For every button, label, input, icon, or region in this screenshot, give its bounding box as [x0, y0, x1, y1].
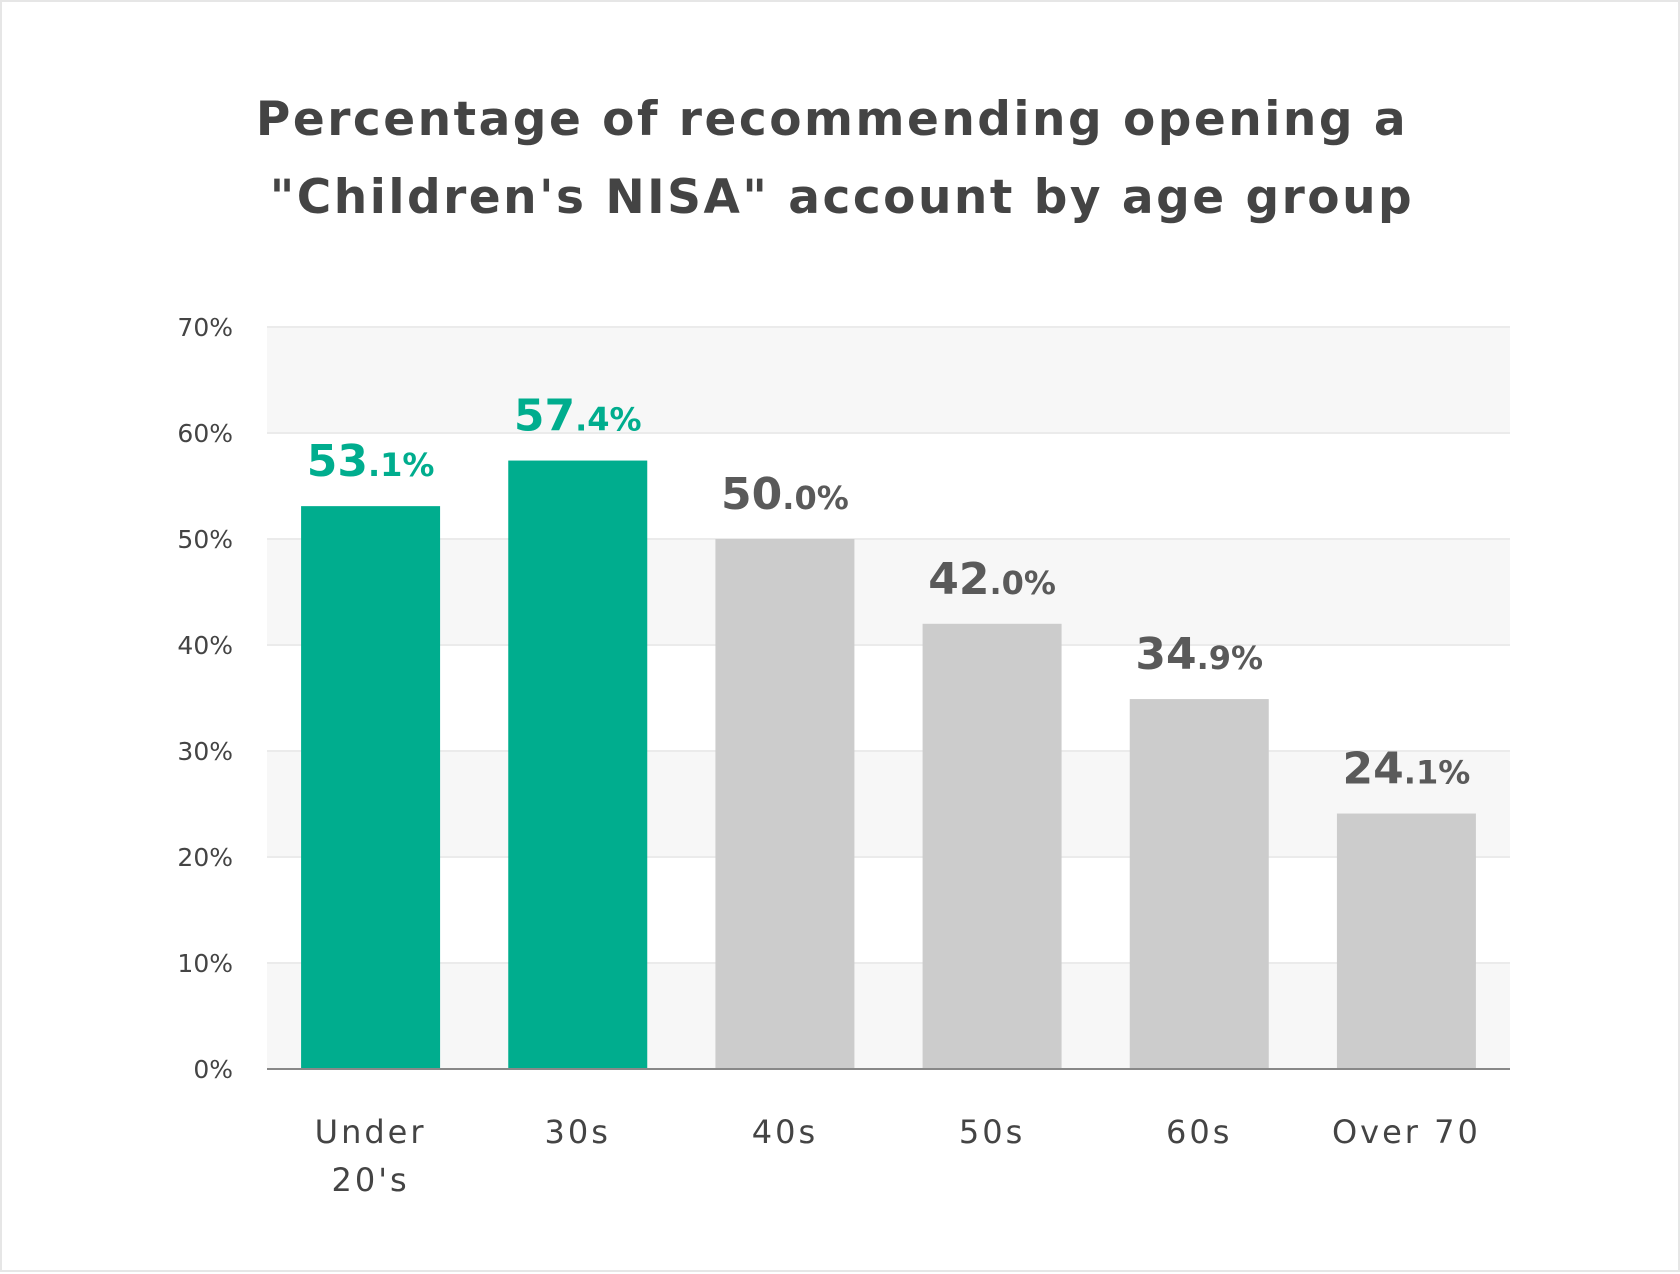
chart-title-line-2: "Children's NISA" account by age group [270, 170, 1414, 225]
data-label-integer: 50 [721, 469, 782, 520]
y-axis-ticks: 0% 10% 20% 30% 40% 50% 60% 70% [177, 313, 233, 1084]
data-labels: 53.1%57.4%50.0%42.0%34.9%24.1% [307, 391, 1471, 795]
grid-band [267, 539, 1510, 645]
chart-title-line-1: Percentage of recommending opening a [256, 92, 1408, 147]
data-label: 53.1% [307, 436, 435, 487]
data-label: 50.0% [721, 469, 849, 520]
bar [922, 623, 1062, 1069]
data-label-integer: 57 [514, 391, 575, 442]
data-label-decimal: .0% [782, 479, 848, 517]
y-tick-label: 30% [177, 737, 233, 766]
data-label-decimal: .0% [989, 564, 1055, 602]
x-tick-label: 20's [331, 1161, 409, 1199]
bar [508, 460, 648, 1069]
y-tick-label: 20% [177, 843, 233, 872]
y-tick-label: 0% [193, 1055, 233, 1084]
data-label: 42.0% [928, 554, 1056, 605]
y-tick-label: 40% [177, 631, 233, 660]
data-label-decimal: .9% [1197, 639, 1263, 677]
bar [301, 506, 441, 1069]
data-label-decimal: .1% [368, 446, 434, 484]
x-axis-ticks: Under 20's 30s 40s 50s 60s Over 70 [315, 1113, 1481, 1199]
bar [1129, 699, 1269, 1069]
x-tick-label: Over 70 [1332, 1113, 1481, 1151]
grid-band [267, 327, 1510, 433]
x-tick-label: Under [315, 1113, 427, 1151]
x-tick-label: 60s [1166, 1113, 1232, 1151]
plot-background [267, 327, 1510, 1069]
grid-band [267, 963, 1510, 1069]
x-tick-label: 40s [752, 1113, 818, 1151]
y-tick-label: 60% [177, 419, 233, 448]
grid-band [267, 751, 1510, 857]
data-label-integer: 34 [1135, 629, 1196, 680]
x-tick-label: 50s [959, 1113, 1025, 1151]
y-tick-label: 70% [177, 313, 233, 342]
data-label: 24.1% [1343, 744, 1471, 795]
gridlines [267, 326, 1510, 964]
bar [715, 539, 855, 1069]
x-tick-label: 30s [545, 1113, 611, 1151]
data-label-integer: 42 [928, 554, 989, 605]
data-label-integer: 24 [1343, 744, 1404, 795]
bar [1336, 813, 1476, 1069]
data-label: 34.9% [1135, 629, 1263, 680]
data-label-decimal: .4% [575, 401, 641, 439]
y-tick-label: 10% [177, 949, 233, 978]
bars [301, 460, 1476, 1069]
y-tick-label: 50% [177, 525, 233, 554]
data-label-decimal: .1% [1404, 754, 1470, 792]
data-label: 57.4% [514, 391, 642, 442]
data-label-integer: 53 [307, 436, 368, 487]
